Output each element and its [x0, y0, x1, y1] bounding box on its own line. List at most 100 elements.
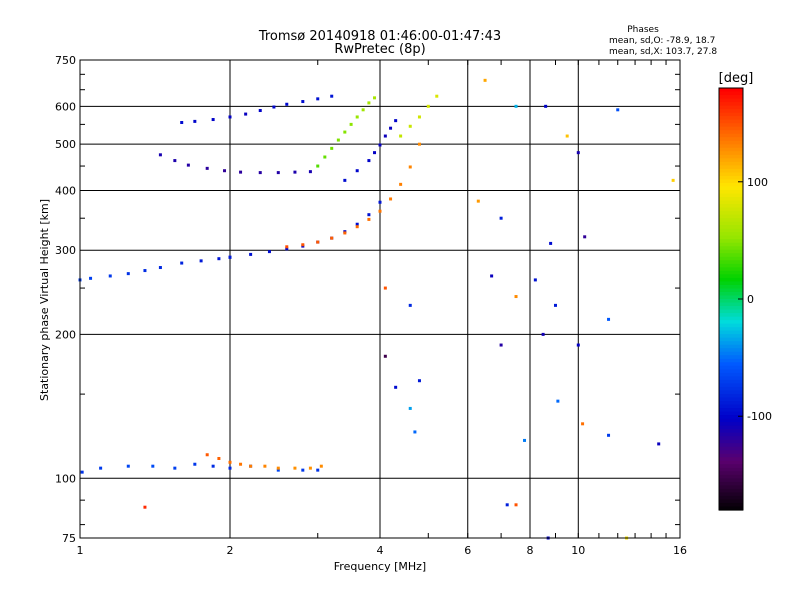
echo-point	[343, 231, 347, 235]
colorbar-segment	[719, 207, 743, 212]
echo-point	[199, 259, 203, 263]
echo-point	[361, 108, 365, 112]
echo-point	[367, 159, 371, 163]
colorbar-segment	[719, 109, 743, 114]
colorbar-segment	[719, 495, 743, 501]
colorbar-segment	[719, 327, 743, 332]
echo-point	[576, 151, 580, 155]
echo-point	[514, 104, 518, 108]
colorbar-segment	[719, 200, 743, 205]
x-tick-label: 1	[77, 544, 84, 557]
echo-point	[267, 250, 271, 254]
echo-point	[607, 317, 611, 321]
colorbar-segment	[719, 302, 743, 307]
y-axis-label: Stationary phase Virtual Height [km]	[38, 199, 51, 401]
echo-point	[319, 464, 323, 468]
colorbar-segment	[719, 123, 743, 128]
colorbar-label: [deg]	[719, 71, 754, 86]
echo-point	[549, 241, 553, 245]
colorbar-segment	[719, 168, 743, 173]
colorbar-segment	[719, 474, 743, 479]
echo-point	[657, 442, 661, 446]
echo-point	[576, 343, 580, 347]
echo-point	[378, 200, 382, 204]
colorbar-segment	[719, 105, 743, 110]
x-tick-label: 2	[227, 544, 234, 557]
echo-point	[126, 464, 130, 468]
echo-point	[143, 269, 147, 273]
colorbar: -100 0 100	[718, 87, 772, 511]
echo-point	[228, 255, 232, 259]
echo-point	[533, 278, 537, 282]
colorbar-segment	[719, 383, 743, 388]
colorbar-segment	[719, 443, 743, 448]
echo-point	[426, 104, 430, 108]
colorbar-segment	[719, 281, 743, 286]
echo-point	[553, 303, 557, 307]
colorbar-segment	[719, 112, 743, 117]
echo-point	[383, 354, 387, 358]
colorbar-segment	[719, 471, 743, 476]
echo-point	[316, 164, 320, 168]
colorbar-segment	[719, 313, 743, 318]
colorbar-segment	[719, 344, 743, 349]
echo-point	[413, 430, 417, 434]
echo-point	[373, 151, 377, 155]
colorbar-segment	[719, 316, 743, 321]
echo-point	[544, 104, 548, 108]
echo-point	[378, 143, 382, 147]
y-tick-label: 500	[55, 138, 76, 151]
x-tick-label: 8	[527, 544, 534, 557]
echo-point	[343, 178, 347, 182]
colorbar-segment	[719, 397, 743, 402]
echo-point	[581, 422, 585, 426]
colorbar-segment	[719, 235, 743, 240]
colorbar-segment	[719, 348, 743, 353]
colorbar-segment	[719, 422, 743, 427]
echo-point	[316, 468, 320, 472]
echo-point	[367, 213, 371, 217]
echo-point	[126, 272, 130, 276]
colorbar-segment	[719, 379, 743, 384]
chart-title: Tromsø 20140918 01:46:00-01:47:43	[258, 29, 501, 44]
colorbar-segment	[719, 506, 743, 511]
colorbar-segment	[719, 309, 743, 314]
echo-point	[239, 170, 243, 174]
colorbar-segment	[719, 232, 743, 237]
echo-point	[355, 115, 359, 119]
echo-point	[378, 209, 382, 213]
echo-point	[408, 124, 412, 128]
echo-point	[408, 406, 412, 410]
colorbar-segment	[719, 246, 743, 251]
colorbar-segment	[719, 256, 743, 261]
echo-point	[499, 216, 503, 220]
colorbar-segment	[719, 249, 743, 254]
y-tick-label: 600	[55, 100, 76, 113]
stats-heading: Phases	[627, 25, 659, 35]
echo-point	[308, 466, 312, 470]
echo-point	[343, 130, 347, 134]
echo-point	[263, 464, 267, 468]
echo-point	[80, 470, 84, 474]
colorbar-segment	[719, 221, 743, 226]
colorbar-segment	[719, 464, 743, 469]
colorbar-segment	[719, 137, 743, 142]
data-points	[78, 78, 675, 540]
echo-point	[108, 274, 112, 278]
colorbar-segment	[719, 91, 743, 96]
echo-point	[383, 286, 387, 290]
colorbar-segment	[719, 151, 743, 156]
y-tick-label: 300	[55, 244, 76, 257]
echo-point	[505, 503, 509, 507]
echo-point	[399, 134, 403, 138]
echo-point	[276, 171, 280, 175]
echo-point	[417, 379, 421, 383]
colorbar-segment	[719, 140, 743, 145]
colorbar-tick-label: -100	[747, 410, 772, 423]
colorbar-segment	[719, 369, 743, 374]
colorbar-segment	[719, 467, 743, 472]
echo-point	[193, 462, 197, 466]
plot-frame	[79, 59, 681, 539]
colorbar-segment	[719, 390, 743, 395]
